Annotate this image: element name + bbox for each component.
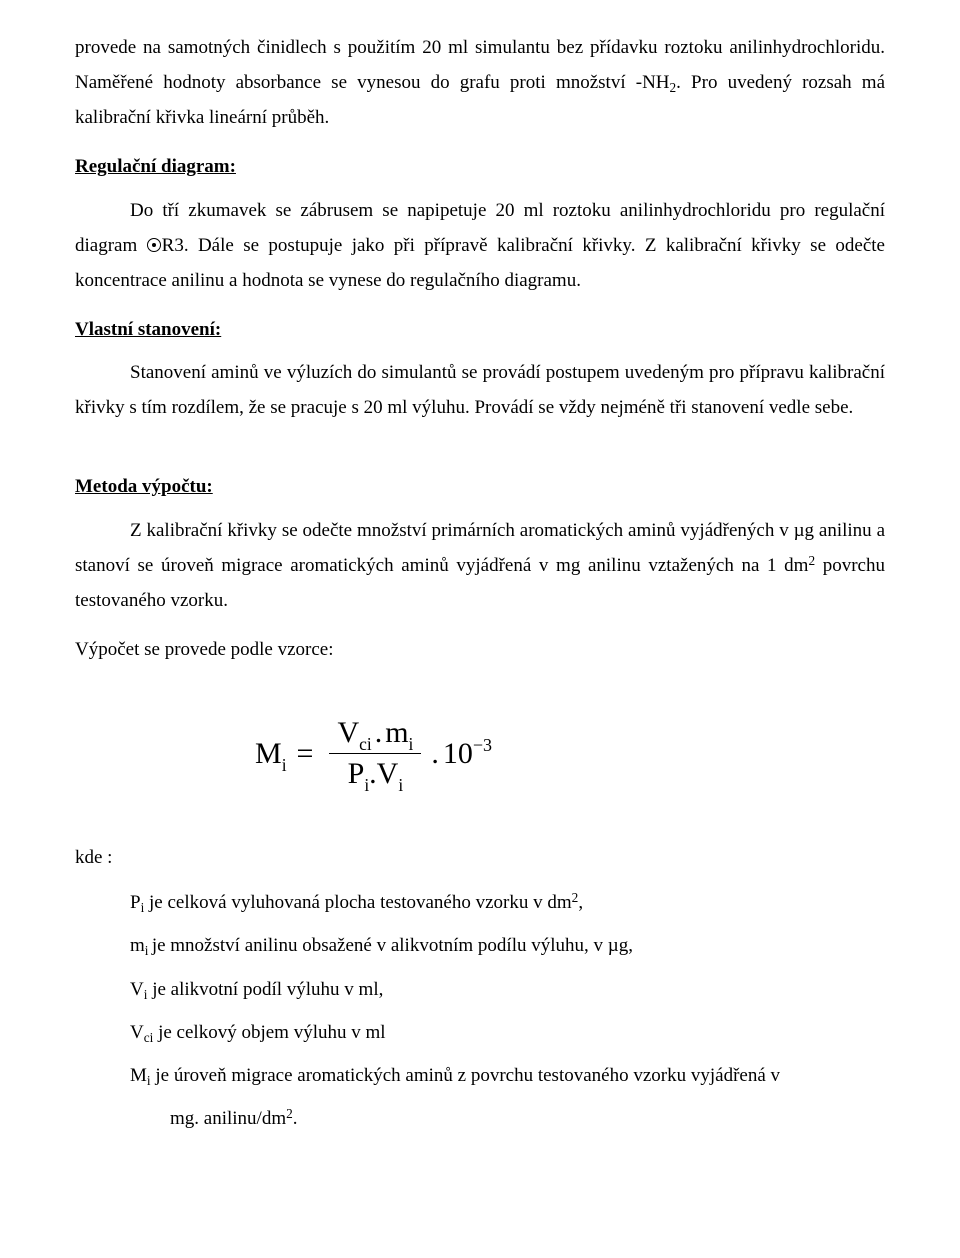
formula: Mi = Vci.mi Pi.Vi . 10−3 (255, 715, 885, 792)
where-label: kde : (75, 840, 885, 875)
heading-regulacni: Regulační diagram: (75, 149, 885, 184)
superscript: 2 (808, 553, 815, 568)
paragraph-regulacni: Do tří zkumavek se zábrusem se napipetuj… (75, 193, 885, 298)
heading-vlastni: Vlastní stanovení: (75, 312, 885, 347)
legend-Mi-cont: mg. anilinu/dm2. (170, 1101, 885, 1136)
fraction-bar (329, 753, 421, 754)
formula-M: Mi (255, 726, 287, 782)
legend-pi: Pi je celková vyluhovaná plocha testovan… (130, 885, 885, 920)
text: Z kalibrační křivky se odečte množství p… (75, 520, 885, 576)
circle-dot-icon (147, 238, 161, 252)
formula-denominator: Pi.Vi (340, 756, 412, 792)
legend-block: Pi je celková vyluhovaná plocha testovan… (130, 885, 885, 1136)
legend-vi: Vi je alikvotní podíl výluhu v ml, (130, 972, 885, 1007)
formula-fraction: Vci.mi Pi.Vi (329, 715, 421, 792)
formula-eq: = (297, 726, 314, 782)
paragraph-vlastni: Stanovení aminů ve výluzích do simulantů… (75, 355, 885, 425)
legend-vci: Vci je celkový objem výluhu v ml (130, 1015, 885, 1050)
text: R3. Dále se postupuje jako při přípravě … (75, 235, 885, 291)
document-page: provede na samotných činidlech s použití… (0, 0, 960, 1184)
formula-dot: . (431, 726, 439, 782)
paragraph-intro: provede na samotných činidlech s použití… (75, 30, 885, 135)
paragraph-metoda-1: Z kalibrační křivky se odečte množství p… (75, 513, 885, 618)
subscript: 2 (670, 80, 677, 95)
formula-ten: 10−3 (443, 726, 492, 782)
legend-mi: mi je množství anilinu obsažené v alikvo… (130, 928, 885, 963)
heading-metoda: Metoda výpočtu: (75, 469, 885, 504)
legend-Mi: Mi je úroveň migrace aromatických aminů … (130, 1058, 885, 1093)
paragraph-metoda-2: Výpočet se provede podle vzorce: (75, 632, 885, 667)
formula-numerator: Vci.mi (329, 715, 421, 751)
